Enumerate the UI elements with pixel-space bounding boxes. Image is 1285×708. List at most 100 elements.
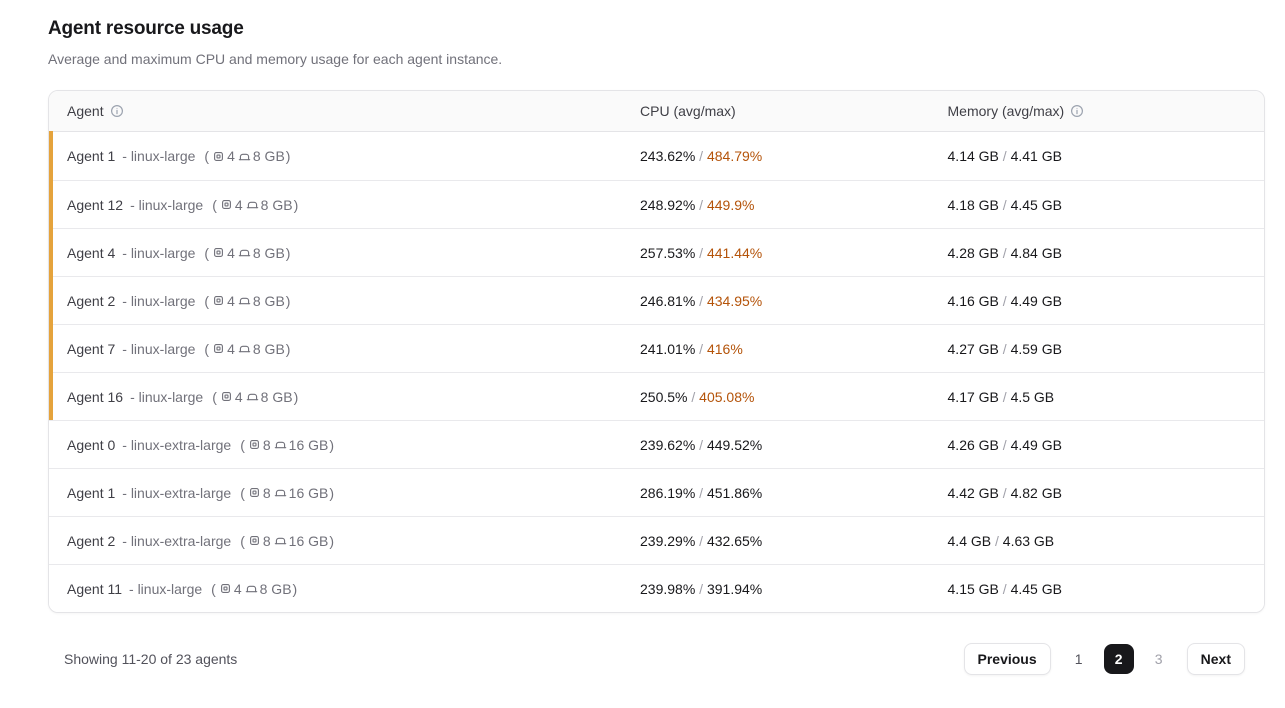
- cpu-chip-icon: [212, 294, 225, 307]
- memory-icon: [245, 582, 258, 595]
- cpu-avg: 243.62%: [640, 148, 696, 164]
- agent-cpu-count: 8: [262, 436, 271, 453]
- agent-memory-size: 8 GB: [252, 148, 285, 164]
- cpu-max: 391.94%: [706, 580, 763, 597]
- previous-button[interactable]: Previous: [963, 643, 1051, 675]
- memory-avg: 4.15 GB: [947, 580, 999, 597]
- memory-max: 4.59 GB: [1010, 340, 1062, 357]
- spec-close-paren: ): [292, 580, 298, 597]
- table-body: Agent 1 - linux-large ( 4 8 GB: [49, 131, 1264, 612]
- table-row: Agent 1 - linux-extra-large ( 8: [49, 468, 1264, 516]
- agent-resource-usage-page: Agent resource usage Average and maximum…: [48, 18, 1265, 675]
- page-3-button[interactable]: 3: [1147, 651, 1171, 667]
- spec-open-paren: (: [204, 148, 210, 164]
- agent-cell: Agent 4 - linux-large ( 4 8 GB: [49, 245, 640, 261]
- cpu-chip-icon: [212, 150, 225, 163]
- value-separator: /: [695, 436, 707, 453]
- agent-instance-type: - linux-extra-large: [122, 532, 232, 549]
- table-row: Agent 12 - linux-large ( 4 8 GB: [49, 180, 1264, 228]
- agent-spec: ( 8 16 GB ): [240, 437, 334, 453]
- value-separator: /: [695, 532, 707, 549]
- cpu-usage-cell: 257.53% / 441.44%: [640, 245, 948, 261]
- value-separator: /: [695, 580, 707, 597]
- memory-max: 4.63 GB: [1002, 532, 1055, 549]
- memory-icon: [238, 294, 251, 307]
- spec-open-paren: (: [240, 484, 245, 501]
- page-2-button[interactable]: 2: [1103, 644, 1134, 674]
- memory-max: 4.45 GB: [1010, 196, 1062, 213]
- cpu-avg: 239.98%: [640, 580, 696, 597]
- cpu-avg: 246.81%: [640, 292, 696, 309]
- spec-open-paren: (: [212, 196, 217, 213]
- memory-icon: [238, 342, 251, 355]
- agent-spec: ( 4 8 GB ): [212, 197, 298, 213]
- memory-icon: [274, 486, 287, 499]
- value-separator: /: [998, 148, 1011, 164]
- cpu-usage-cell: 246.81% / 434.95%: [640, 293, 948, 309]
- memory-avg: 4.18 GB: [947, 196, 999, 213]
- cpu-usage-cell: 241.01% / 416%: [640, 341, 948, 357]
- agent-spec: ( 4 8 GB ): [212, 389, 298, 405]
- cpu-avg: 257.53%: [640, 244, 696, 261]
- memory-usage-cell: 4.15 GB / 4.45 GB: [948, 581, 1264, 597]
- agent-spec: ( 8 16 GB ): [240, 485, 334, 501]
- info-icon[interactable]: [1070, 104, 1084, 118]
- agent-memory-size: 8 GB: [252, 292, 285, 309]
- cpu-max: 432.65%: [706, 532, 763, 549]
- cpu-avg: 241.01%: [640, 340, 696, 357]
- cpu-max: 484.79%: [706, 148, 763, 164]
- table-row: Agent 2 - linux-extra-large ( 8: [49, 516, 1264, 564]
- memory-max: 4.82 GB: [1010, 484, 1062, 501]
- agent-cpu-count: 4: [227, 292, 235, 309]
- spec-open-paren: (: [212, 388, 217, 405]
- value-separator: /: [998, 436, 1011, 453]
- memory-usage-cell: 4.4 GB / 4.63 GB: [948, 533, 1264, 549]
- agent-cell: Agent 2 - linux-large ( 4 8 GB: [49, 293, 640, 309]
- agent-name: Agent 4: [67, 244, 116, 261]
- agent-spec: ( 4 8 GB ): [204, 341, 290, 357]
- value-separator: /: [991, 532, 1003, 549]
- memory-avg: 4.16 GB: [947, 292, 999, 309]
- agent-name: Agent 1: [67, 148, 116, 164]
- table-row: Agent 1 - linux-large ( 4 8 GB: [49, 131, 1264, 180]
- agent-cpu-count: 8: [262, 532, 271, 549]
- next-button[interactable]: Next: [1186, 643, 1245, 675]
- agent-cell: Agent 16 - linux-large ( 4 8 GB: [49, 389, 640, 405]
- agent-name: Agent 2: [67, 532, 116, 549]
- agent-cpu-count: 8: [262, 484, 271, 501]
- agent-instance-type: - linux-large: [122, 292, 196, 309]
- memory-max: 4.5 GB: [1010, 388, 1055, 405]
- agent-memory-size: 16 GB: [288, 484, 329, 501]
- table-row: Agent 7 - linux-large ( 4 8 GB: [49, 324, 1264, 372]
- memory-icon: [274, 438, 287, 451]
- memory-icon: [274, 534, 287, 547]
- spec-open-paren: (: [240, 532, 245, 549]
- info-icon[interactable]: [110, 104, 124, 118]
- cpu-avg: 286.19%: [640, 484, 696, 501]
- agent-memory-size: 8 GB: [260, 388, 293, 405]
- agent-instance-type: - linux-extra-large: [122, 436, 232, 453]
- table-row: Agent 4 - linux-large ( 4 8 GB: [49, 228, 1264, 276]
- agent-instance-type: - linux-large: [122, 148, 196, 164]
- cpu-max: 449.9%: [706, 196, 755, 213]
- memory-usage-cell: 4.16 GB / 4.49 GB: [948, 293, 1264, 309]
- agent-name: Agent 16: [67, 388, 124, 405]
- agent-instance-type: - linux-extra-large: [122, 484, 232, 501]
- agent-cell: Agent 7 - linux-large ( 4 8 GB: [49, 341, 640, 357]
- agent-memory-size: 16 GB: [288, 532, 329, 549]
- cpu-usage-cell: 250.5% / 405.08%: [640, 389, 948, 405]
- page-1-button[interactable]: 1: [1067, 651, 1091, 667]
- agent-cell: Agent 12 - linux-large ( 4 8 GB: [49, 197, 640, 213]
- value-separator: /: [998, 388, 1011, 405]
- agent-name: Agent 12: [67, 196, 124, 213]
- agent-name: Agent 1: [67, 484, 116, 501]
- agent-spec: ( 4 8 GB ): [204, 293, 290, 309]
- cpu-max: 449.52%: [706, 436, 763, 453]
- agent-instance-type: - linux-large: [130, 196, 204, 213]
- cpu-chip-icon: [248, 486, 261, 499]
- agent-instance-type: - linux-large: [122, 340, 196, 357]
- memory-avg: 4.4 GB: [947, 532, 992, 549]
- spec-close-paren: ): [329, 436, 335, 453]
- cpu-max: 451.86%: [706, 484, 763, 501]
